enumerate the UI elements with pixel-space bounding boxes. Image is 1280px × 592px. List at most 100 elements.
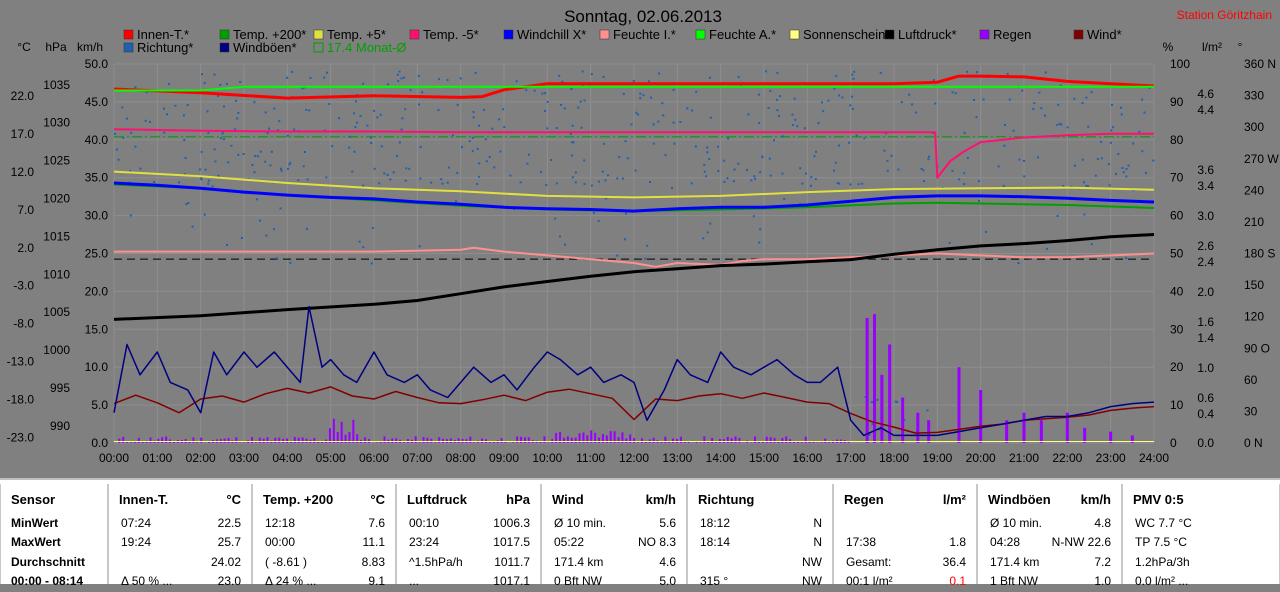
direction-point [405, 167, 407, 169]
stats-row: Δ 50 % ...23.0 [117, 574, 241, 592]
legend-label: Windböen* [233, 40, 297, 55]
rain-bar [866, 318, 869, 443]
hpa-tick-label: 1010 [43, 267, 70, 281]
stats-cell-label: 315 ° [700, 574, 728, 588]
stats-cell-label: 00:1 l/m² [846, 574, 893, 588]
percent-tick-label: 90 [1170, 95, 1184, 109]
stats-cell-value: 9.1 [368, 574, 385, 588]
stats-cell-label: 07:24 [121, 516, 151, 530]
rain-bar [880, 375, 883, 443]
direction-point [116, 149, 118, 151]
direction-point [461, 146, 463, 148]
temp-tick-label: 17.0 [11, 127, 35, 141]
direction-point [260, 151, 262, 153]
rain-tick [228, 438, 230, 443]
rain-tick [259, 438, 261, 443]
direction-point [545, 184, 547, 186]
direction-point [478, 162, 480, 164]
direction-point [297, 179, 299, 181]
direction-point [963, 183, 965, 185]
direction-point [648, 80, 650, 82]
direction-point [456, 172, 458, 174]
direction-point [1021, 90, 1023, 92]
stats-row: MinWert [9, 516, 97, 534]
kmh-tick-label: 20.0 [85, 284, 109, 298]
direction-point [1117, 153, 1119, 155]
direction-point [204, 214, 206, 216]
direction-point [1057, 215, 1059, 217]
direction-point [477, 148, 479, 150]
direction-point [130, 132, 132, 134]
legend-swatch [1074, 30, 1083, 39]
stats-cell-value: 8.83 [362, 555, 385, 569]
direction-point [473, 116, 475, 118]
rain-tick [157, 439, 159, 443]
direction-point [952, 91, 954, 93]
direction-point [753, 215, 755, 217]
time-tick-label: 00:00 [99, 451, 129, 465]
direction-point [573, 141, 575, 143]
direction-point [662, 114, 664, 116]
direction-point [603, 143, 605, 145]
rain-tick [200, 438, 202, 443]
rain-tick [122, 437, 124, 443]
direction-point [923, 180, 925, 182]
direction-point [814, 155, 816, 157]
rain-tick [196, 442, 198, 443]
rain-tick [735, 436, 737, 443]
rain-tick [715, 442, 717, 443]
temp-tick-label: 2.0 [17, 241, 34, 255]
stats-row: MaxWert [9, 535, 97, 553]
legend-swatch [124, 43, 133, 52]
stats-row: 1.2hPa/3h [1131, 555, 1269, 573]
direction-point [187, 202, 189, 204]
rain-tick [118, 439, 120, 443]
rain-tick [278, 438, 280, 443]
degree-tick-label: 210 [1244, 215, 1264, 229]
direction-point [397, 80, 399, 82]
direction-point [768, 107, 770, 109]
percent-tick-label: 0 [1170, 436, 1177, 450]
direction-point [221, 133, 223, 135]
stats-row: 315 °NW [696, 574, 822, 592]
rain-tick-label: 2.4 [1197, 255, 1214, 269]
degree-tick-label: 60 [1244, 373, 1258, 387]
direction-point [1111, 104, 1113, 106]
kmh-tick-label: 30.0 [85, 209, 109, 223]
direction-point [308, 109, 310, 111]
direction-point [175, 105, 177, 107]
direction-point [241, 237, 243, 239]
direction-point [602, 171, 604, 173]
legend-swatch [790, 30, 799, 39]
direction-point [876, 399, 878, 401]
stats-row: Gesamt:36.4 [842, 555, 966, 573]
kmh-tick-label: 45.0 [85, 95, 109, 109]
direction-point [130, 215, 132, 217]
direction-point [776, 72, 778, 74]
rain-tick [224, 439, 226, 443]
stats-column-title: Wind [552, 492, 584, 507]
direction-point [540, 171, 542, 173]
direction-point [371, 262, 373, 264]
time-tick-label: 20:00 [966, 451, 996, 465]
direction-point [1013, 130, 1015, 132]
direction-point [560, 104, 562, 106]
direction-point [842, 97, 844, 99]
direction-point [1046, 248, 1048, 250]
time-tick-label: 06:00 [359, 451, 389, 465]
direction-point [325, 176, 327, 178]
percent-tick-label: 30 [1170, 322, 1184, 336]
rain-tick [434, 442, 436, 443]
left-unit-label: °C [17, 40, 31, 54]
time-tick-label: 21:00 [1009, 451, 1039, 465]
rain-tick [801, 442, 803, 443]
rain-tick [820, 442, 822, 443]
direction-point [976, 116, 978, 118]
direction-point [442, 183, 444, 185]
direction-point [265, 111, 267, 113]
direction-point [227, 161, 229, 163]
